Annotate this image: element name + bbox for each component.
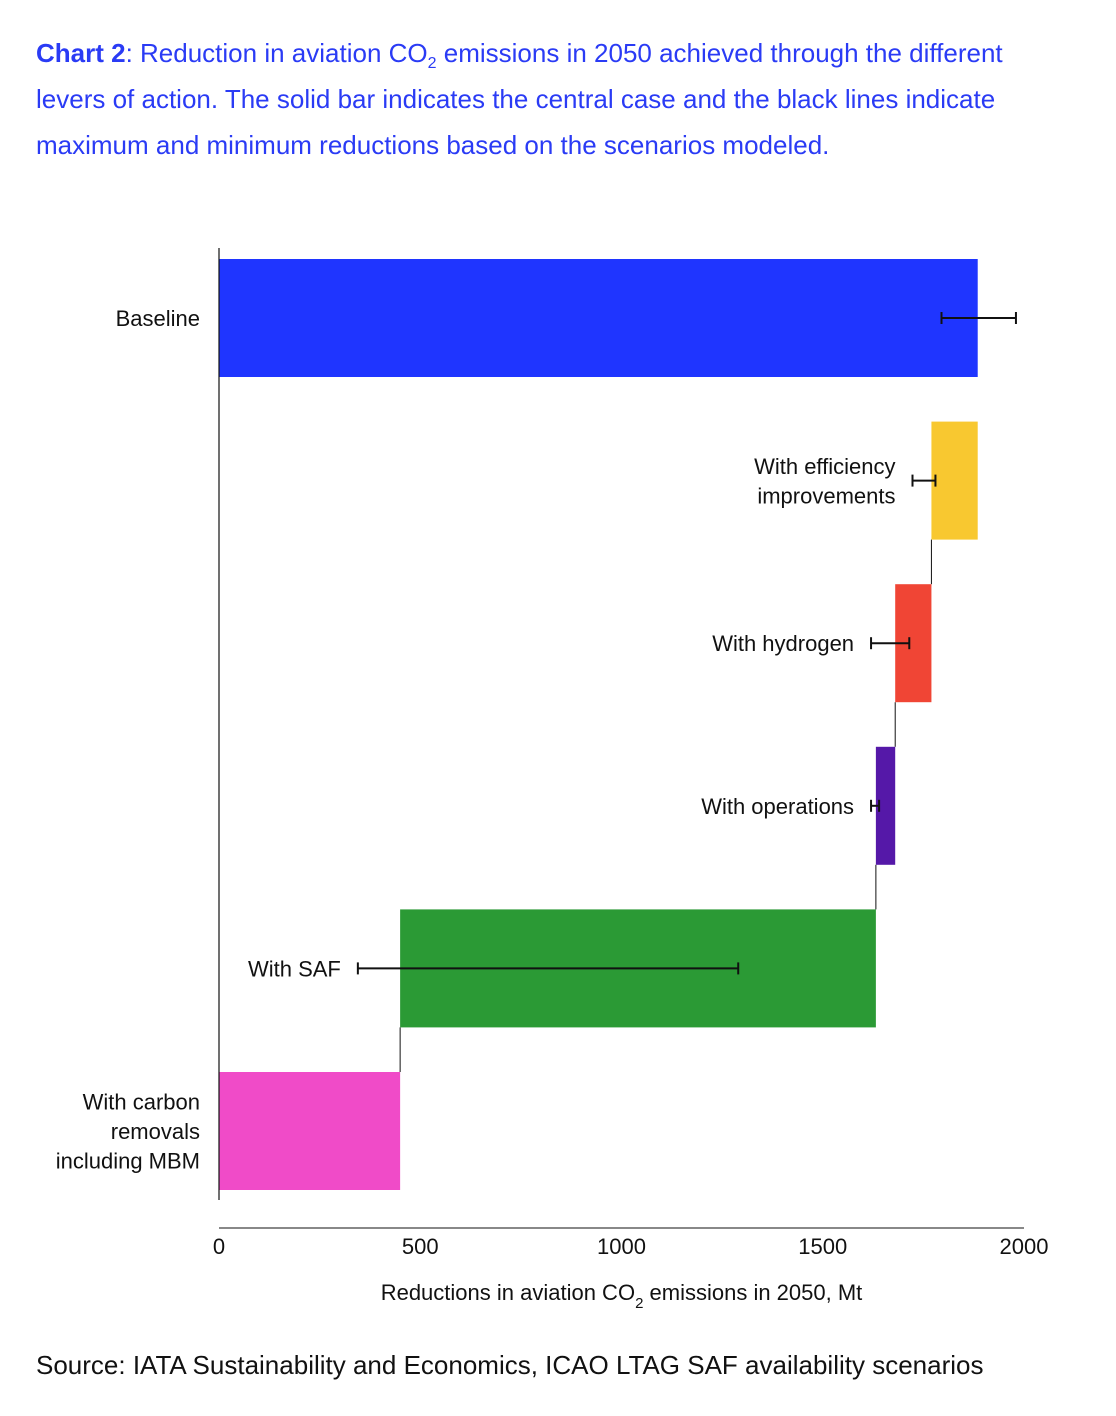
category-label-2: With hydrogen bbox=[712, 631, 854, 656]
x-tick-label-500: 500 bbox=[402, 1234, 439, 1259]
chart-title: Chart 2: Reduction in aviation CO2 emiss… bbox=[36, 30, 1056, 168]
category-label-1: With efficiency improvements bbox=[754, 454, 895, 509]
category-label-5: With carbon removals including MBM bbox=[56, 1090, 200, 1174]
error-bars-group bbox=[356, 312, 1017, 975]
category-label-4: With SAF bbox=[248, 956, 341, 981]
x-tick-label-1500: 1500 bbox=[798, 1234, 847, 1259]
bar-0 bbox=[219, 259, 978, 377]
chart-title-subscript: 2 bbox=[427, 55, 437, 73]
category-label-0: Baseline bbox=[116, 306, 200, 331]
x-tick-label-2000: 2000 bbox=[1000, 1234, 1049, 1259]
chart-title-lead: Chart 2 bbox=[36, 38, 126, 68]
bars-group bbox=[219, 259, 978, 1190]
error-bar-4 bbox=[356, 962, 740, 975]
x-tick-label-0: 0 bbox=[213, 1234, 225, 1259]
x-axis-title: Reductions in aviation CO2 emissions in … bbox=[381, 1280, 863, 1312]
error-bar-1 bbox=[911, 474, 937, 487]
x-tick-label-1000: 1000 bbox=[597, 1234, 646, 1259]
category-label-3: With operations bbox=[701, 794, 854, 819]
error-bar-2 bbox=[870, 637, 911, 650]
error-bar-0 bbox=[940, 312, 1017, 324]
bar-5 bbox=[219, 1072, 401, 1190]
x-tick-labels-group: 0 500 1000 1500 2000 bbox=[213, 1234, 1049, 1259]
chart-title-text-post: emissions in 2050 achieved through the d… bbox=[36, 38, 1003, 160]
chart-title-text-pre: : Reduction in aviation CO bbox=[125, 38, 428, 68]
bar-1 bbox=[931, 421, 978, 540]
waterfall-chart: Baseline With efficiency improvements With … bbox=[56, 248, 1049, 1312]
error-bar-3 bbox=[870, 799, 881, 812]
bar-3 bbox=[875, 746, 896, 865]
source-note: Source: IATA Sustainability and Economic… bbox=[36, 1350, 984, 1380]
category-labels-group: Baseline With efficiency improvements With … bbox=[56, 306, 896, 1174]
